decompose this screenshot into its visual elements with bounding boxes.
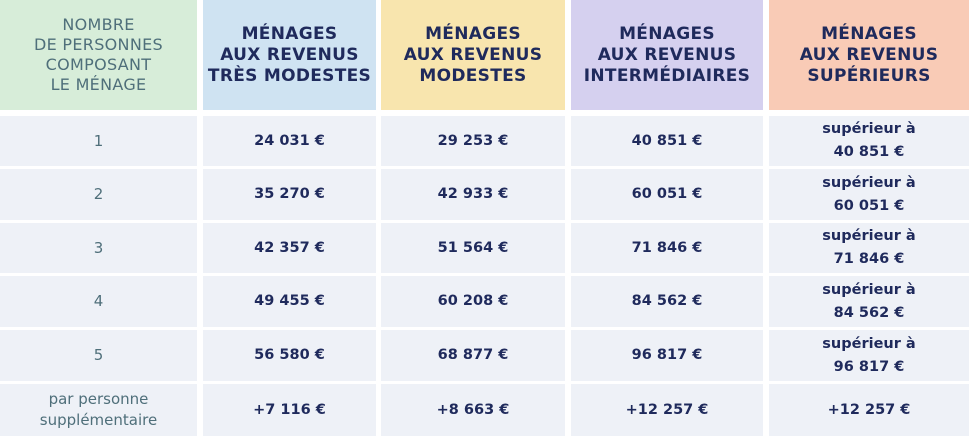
table-cell: supérieur à 96 817 € bbox=[769, 330, 969, 381]
cell-text: +12 257 € bbox=[827, 401, 911, 418]
cell-text: 29 253 € bbox=[437, 132, 509, 149]
header-line: MÉNAGES bbox=[241, 23, 338, 44]
table-cell: 24 031 € bbox=[203, 116, 376, 166]
header-cell: MÉNAGES AUX REVENUS TRÈS MODESTES bbox=[203, 0, 376, 110]
cell-text: 4 bbox=[93, 292, 104, 310]
header-line: TRÈS MODESTES bbox=[207, 65, 372, 86]
cell-text: +8 663 € bbox=[436, 401, 510, 418]
cell-text: supérieur à 96 817 € bbox=[822, 335, 916, 375]
header-line: MODESTES bbox=[419, 65, 527, 86]
header-line: NOMBRE bbox=[62, 15, 135, 34]
table-cell: supérieur à 84 562 € bbox=[769, 276, 969, 327]
cell-text: 40 851 € bbox=[631, 132, 703, 149]
table-cell: 68 877 € bbox=[381, 330, 565, 381]
cell-text: 42 357 € bbox=[254, 239, 325, 256]
cell-text: 35 270 € bbox=[254, 186, 325, 202]
cell-text: 56 580 € bbox=[254, 347, 325, 363]
table-cell: 3 bbox=[0, 223, 197, 273]
table-cell: 42 357 € bbox=[203, 223, 376, 273]
header-line: AUX REVENUS bbox=[403, 44, 543, 65]
header-line: SUPÉRIEURS bbox=[807, 65, 931, 86]
table-cell: 60 051 € bbox=[571, 169, 763, 220]
table-cell: 42 933 € bbox=[381, 169, 565, 220]
table-cell: 2 bbox=[0, 169, 197, 220]
table-cell: +8 663 € bbox=[381, 384, 565, 436]
table-cell: supérieur à 60 051 € bbox=[769, 169, 969, 220]
cell-text: 42 933 € bbox=[437, 186, 509, 202]
header-line: MÉNAGES bbox=[425, 23, 521, 44]
header-line: MÉNAGES bbox=[619, 23, 715, 44]
cell-text: supérieur à 84 562 € bbox=[822, 281, 916, 321]
table-cell: 60 208 € bbox=[381, 276, 565, 327]
cell-text: 51 564 € bbox=[437, 239, 509, 256]
table-cell: 71 846 € bbox=[571, 223, 763, 273]
table-cell: 5 bbox=[0, 330, 197, 381]
header-cell: MÉNAGES AUX REVENUS INTERMÉDIAIRES bbox=[571, 0, 763, 110]
table-cell: +12 257 € bbox=[571, 384, 763, 436]
header-cell: NOMBRE DE PERSONNES COMPOSANT LE MÉNAGE bbox=[0, 0, 197, 110]
header-line: DE PERSONNES bbox=[34, 35, 163, 54]
header-cell: MÉNAGES AUX REVENUS SUPÉRIEURS bbox=[769, 0, 969, 110]
header-line: LE MÉNAGE bbox=[50, 75, 147, 94]
table-cell: supérieur à 71 846 € bbox=[769, 223, 969, 273]
cell-text: 68 877 € bbox=[437, 347, 509, 363]
table-cell: 35 270 € bbox=[203, 169, 376, 220]
table-cell: par personne supplémentaire bbox=[0, 384, 197, 436]
table-cell: 96 817 € bbox=[571, 330, 763, 381]
header-line: COMPOSANT bbox=[45, 55, 152, 74]
cell-text: 2 bbox=[93, 185, 104, 203]
cell-text: 60 051 € bbox=[631, 186, 703, 202]
table-cell: 4 bbox=[0, 276, 197, 327]
cell-text: 96 817 € bbox=[631, 347, 703, 363]
cell-text: 71 846 € bbox=[631, 239, 703, 256]
table-cell: +7 116 € bbox=[203, 384, 376, 436]
table-cell: 40 851 € bbox=[571, 116, 763, 166]
header-line: AUX REVENUS bbox=[220, 44, 359, 65]
header-line: INTERMÉDIAIRES bbox=[583, 65, 751, 86]
cell-text: 5 bbox=[93, 346, 104, 364]
cell-text: 49 455 € bbox=[254, 293, 325, 309]
cell-text: +7 116 € bbox=[253, 401, 326, 418]
header-line: AUX REVENUS bbox=[597, 44, 737, 65]
cell-text: +12 257 € bbox=[625, 401, 709, 418]
table-cell: supérieur à 40 851 € bbox=[769, 116, 969, 166]
cell-text: par personne supplémentaire bbox=[39, 390, 158, 429]
table-cell: 56 580 € bbox=[203, 330, 376, 381]
header-line: AUX REVENUS bbox=[799, 44, 939, 65]
cell-text: supérieur à 60 051 € bbox=[822, 174, 916, 214]
header-line: MÉNAGES bbox=[821, 23, 917, 44]
cell-text: 1 bbox=[93, 131, 104, 150]
table-cell: 49 455 € bbox=[203, 276, 376, 327]
header-cell: MÉNAGES AUX REVENUS MODESTES bbox=[381, 0, 565, 110]
cell-text: 3 bbox=[93, 238, 104, 257]
cell-text: supérieur à 40 851 € bbox=[822, 121, 916, 160]
table-cell: 1 bbox=[0, 116, 197, 166]
cell-text: 24 031 € bbox=[254, 132, 325, 149]
table-cell: 84 562 € bbox=[571, 276, 763, 327]
table-cell: 51 564 € bbox=[381, 223, 565, 273]
cell-text: 84 562 € bbox=[631, 293, 703, 309]
table-cell: 29 253 € bbox=[381, 116, 565, 166]
cell-text: supérieur à 71 846 € bbox=[822, 228, 916, 267]
table-cell: +12 257 € bbox=[769, 384, 969, 436]
cell-text: 60 208 € bbox=[437, 293, 509, 309]
